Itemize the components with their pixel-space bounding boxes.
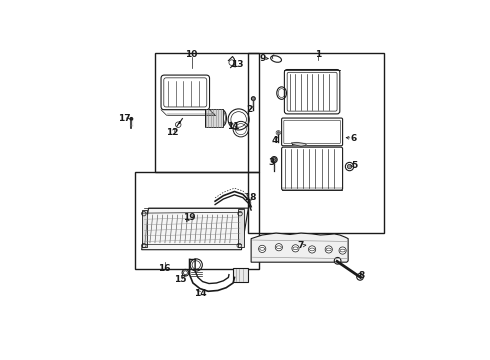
Circle shape [347,164,352,169]
Circle shape [339,247,346,254]
Text: 3: 3 [268,158,274,167]
Text: 7: 7 [298,241,304,250]
Text: 5: 5 [351,161,357,170]
Text: 12: 12 [166,128,178,137]
Text: 15: 15 [174,275,187,284]
Bar [248,53,384,233]
Circle shape [275,244,282,251]
Text: 2: 2 [246,105,252,114]
Bar [205,109,223,127]
Bar [155,53,259,172]
Polygon shape [142,208,248,250]
Text: 10: 10 [185,50,197,59]
Bar [238,209,244,247]
Text: 14: 14 [195,289,207,298]
Bar [135,172,259,269]
Circle shape [357,274,364,280]
Bar [142,210,147,247]
Polygon shape [292,143,307,146]
Ellipse shape [272,158,276,161]
Ellipse shape [130,117,133,120]
Ellipse shape [276,131,280,135]
Text: 19: 19 [183,213,196,222]
Text: 8: 8 [358,271,365,280]
Ellipse shape [271,157,277,163]
Text: 18: 18 [245,193,257,202]
Circle shape [334,257,341,264]
Polygon shape [251,233,348,262]
Text: 16: 16 [158,264,171,273]
Text: 17: 17 [118,113,131,122]
Bar [233,268,248,282]
Circle shape [309,246,316,253]
Text: 9: 9 [259,54,266,63]
Text: 1: 1 [315,50,321,59]
Circle shape [259,245,266,252]
Circle shape [292,245,299,252]
Text: 11: 11 [227,122,240,131]
Text: 13: 13 [231,60,244,69]
Circle shape [325,246,332,253]
Ellipse shape [251,97,255,100]
Text: 4: 4 [271,136,278,145]
Text: 6: 6 [350,134,357,143]
